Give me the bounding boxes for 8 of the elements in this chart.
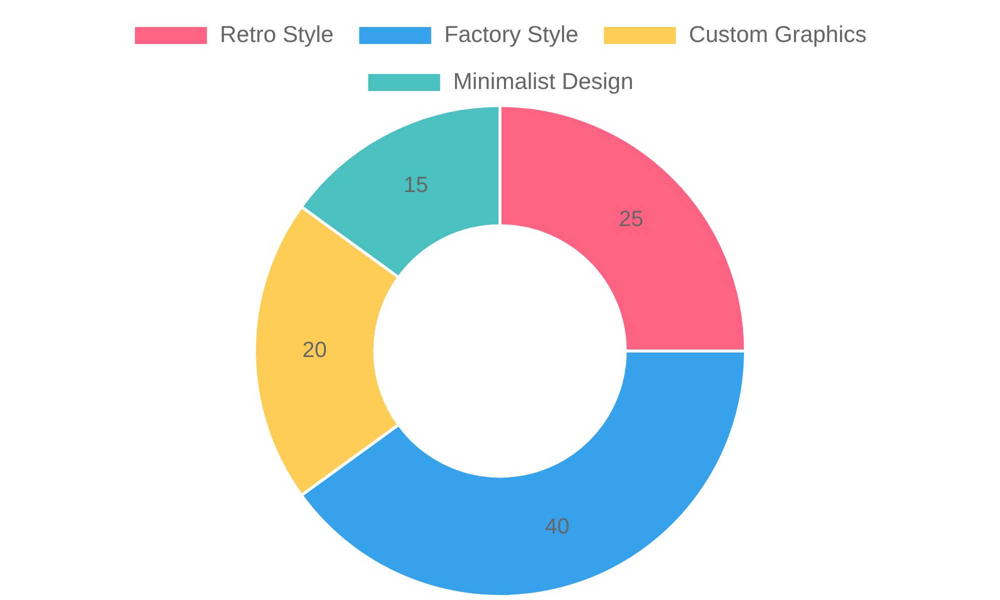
legend-label: Minimalist Design: [453, 68, 634, 94]
legend-label: Factory Style: [444, 20, 578, 47]
data-label: 15: [404, 172, 428, 197]
data-label: 20: [302, 337, 327, 362]
data-label: 25: [618, 206, 644, 231]
data-label: 40: [545, 513, 570, 538]
legend-label: Retro Style: [220, 20, 334, 47]
legend-label: Custom Graphics: [688, 20, 867, 47]
